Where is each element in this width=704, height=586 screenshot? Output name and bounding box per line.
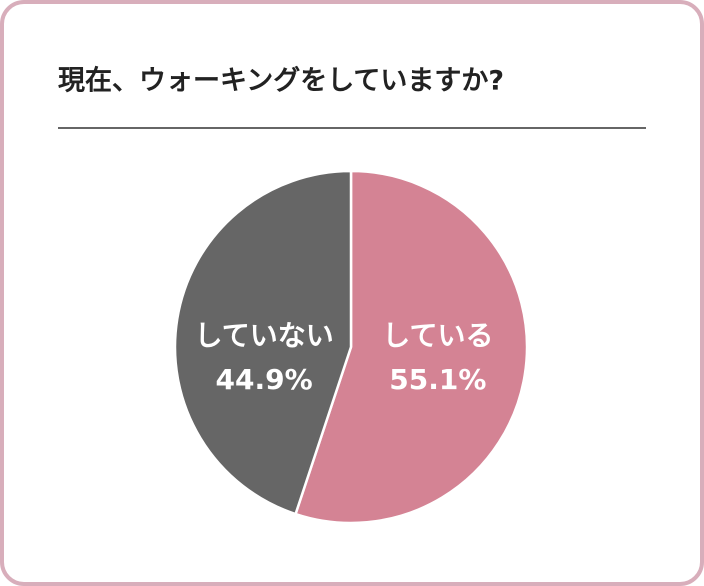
- slice-value-label: 55.1%: [389, 363, 486, 396]
- chart-title: 現在、ウォーキングをしていますか?: [58, 65, 504, 97]
- slice-category-label: している: [382, 319, 493, 352]
- pie-slice: [173, 169, 353, 516]
- pie: している 55.1% していない 44.9%: [173, 169, 529, 525]
- slice-category-label: していない: [195, 319, 334, 352]
- pie-slice: [293, 169, 529, 525]
- slice-value-label: 44.9%: [216, 363, 313, 396]
